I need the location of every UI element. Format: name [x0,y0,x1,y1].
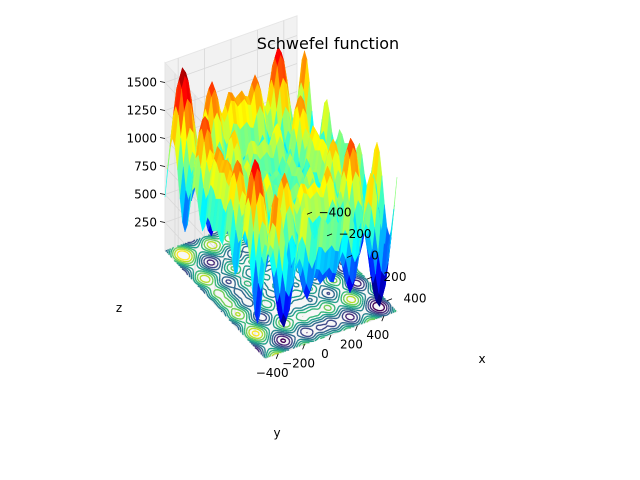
y-tick-label: 200 [340,338,363,352]
surface-patch [262,232,269,293]
x-tick [366,276,373,280]
y-tick [328,334,332,341]
z-tick-label: 1000 [126,132,157,146]
axis-ticks: −400−2000200400−400−20002004002505007501… [126,76,426,380]
y-tick [302,344,305,350]
z-tick-label: 250 [134,216,157,230]
x-tick [386,298,393,302]
z-tick-label: 500 [134,188,157,202]
chart-title: Schwefel function [257,34,399,53]
z-tick-label: 1250 [126,104,157,118]
z-tick [159,221,166,223]
x-axis-label: x [478,352,485,366]
surface [164,46,398,329]
z-tick [159,193,166,195]
z-axis-label: z [116,301,122,315]
x-tick-label: 0 [371,249,379,263]
y-tick-label: 400 [366,328,389,342]
x-tick-label: 200 [384,270,407,284]
y-tick-label: 0 [321,347,329,361]
z-tick-label: 1500 [126,76,157,90]
z-tick [159,137,166,139]
y-axis-label: y [273,426,280,440]
x-tick-label: −400 [319,205,352,219]
z-tick [159,165,166,167]
y-tick [355,325,358,331]
y-tick-label: −400 [256,366,289,380]
x-tick [306,211,313,215]
x-tick [346,255,353,258]
y-tick [275,353,279,359]
z-tick [159,109,166,111]
x-tick [326,233,333,237]
y-tick-label: −200 [282,356,315,370]
x-tick-label: −200 [339,227,372,241]
z-tick [159,81,166,83]
y-tick [381,316,385,322]
x-tick-label: 400 [404,292,427,306]
z-tick-label: 750 [134,160,157,174]
